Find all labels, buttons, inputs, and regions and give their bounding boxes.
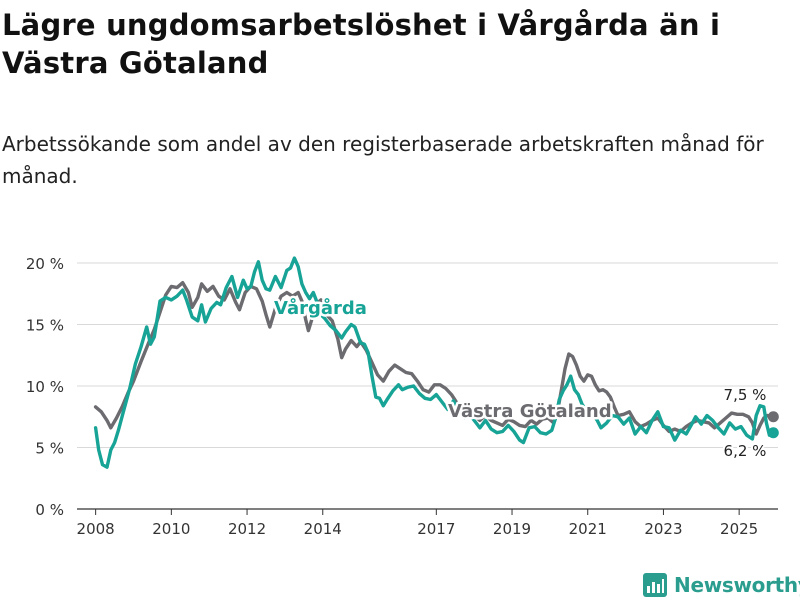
x-tick-label: 2008 bbox=[77, 520, 115, 538]
series-line-vastra-gotaland bbox=[93, 281, 773, 436]
x-tick-label: 2025 bbox=[720, 520, 758, 538]
end-point-vastra-gotaland bbox=[767, 411, 779, 423]
x-tick-label: 2023 bbox=[644, 520, 682, 538]
chart-title: Lägre ungdomsarbetslöshet i Vårgårda än … bbox=[2, 8, 721, 80]
x-tick-label: 2010 bbox=[152, 520, 190, 538]
y-tick-label: 10 % bbox=[26, 378, 64, 396]
end-point-vargarda bbox=[767, 427, 779, 439]
series-lines bbox=[93, 256, 779, 469]
end-value-label-vastra-gotaland-halo: 7,5 % bbox=[724, 386, 767, 404]
y-tick-label: 0 % bbox=[35, 501, 64, 519]
series-label-vastra-gotaland: Västra Götaland bbox=[448, 401, 612, 422]
end-value-label-vargarda-halo: 6,2 % bbox=[724, 442, 767, 460]
chart-subtitle: Arbetssökande som andel av den registerb… bbox=[2, 132, 764, 188]
y-tick-label: 15 % bbox=[26, 317, 64, 335]
y-tick-label: 20 % bbox=[26, 255, 64, 273]
x-axis: 2008 2010 2012 2014 2017 2019 2021 2023 2025 bbox=[77, 509, 758, 538]
x-tick-label: 2012 bbox=[228, 520, 266, 538]
end-value-label-vargarda: 6,2 % bbox=[724, 442, 767, 460]
x-tick-label: 2014 bbox=[304, 520, 342, 538]
series-label-vargarda-halo: Vårgårda bbox=[274, 297, 367, 319]
y-axis-labels: 0 % 5 % 10 % 15 % 20 % bbox=[26, 255, 64, 519]
brand-name: Newsworthy bbox=[674, 573, 800, 597]
grid-lines bbox=[77, 262, 778, 510]
series-label-vastra-gotaland-halo: Västra Götaland bbox=[448, 401, 612, 422]
series-line-vargarda bbox=[93, 256, 773, 469]
x-tick-label: 2017 bbox=[417, 520, 455, 538]
x-tick-label: 2019 bbox=[493, 520, 531, 538]
x-tick-label: 2021 bbox=[569, 520, 607, 538]
newsworthy-logo: Newsworthy bbox=[643, 570, 800, 600]
series-label-vargarda: Vårgårda bbox=[274, 297, 367, 319]
bar-chart-icon bbox=[643, 573, 667, 597]
y-tick-label: 5 % bbox=[35, 440, 64, 458]
end-value-label-vastra-gotaland: 7,5 % bbox=[724, 386, 767, 404]
